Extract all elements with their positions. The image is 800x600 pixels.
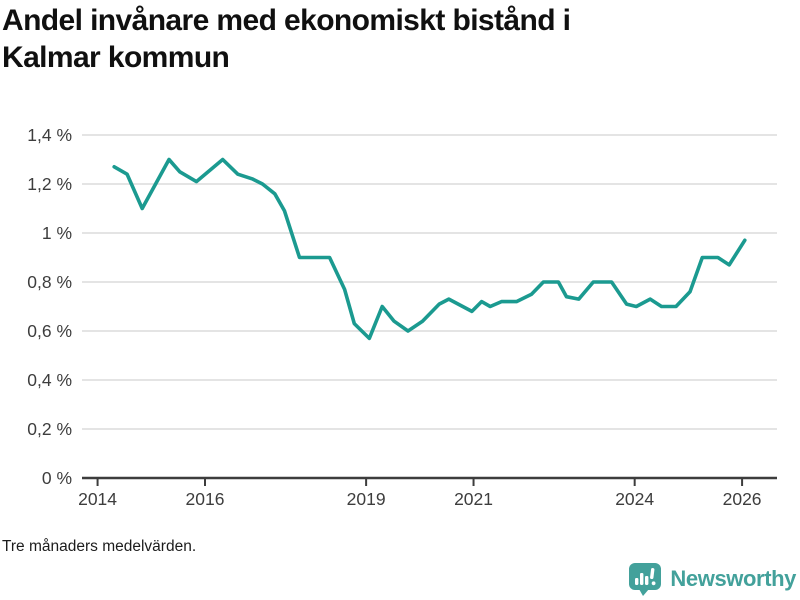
chart-title: Andel invånare med ekonomiskt bistånd i K… [2,2,782,76]
newsworthy-logo-text: Newsworthy [670,566,796,591]
y-tick-label: 0 % [42,468,72,488]
y-tick-label: 0,4 % [27,370,72,390]
y-tick-label: 0,8 % [27,272,72,292]
x-tick-label: 2014 [78,489,117,509]
data-line [112,157,747,341]
x-tick-label: 2021 [454,489,493,509]
newsworthy-bars-icon [629,563,662,596]
x-tick-label: 2016 [186,489,225,509]
x-tick-label: 2019 [347,489,386,509]
y-tick-label: 1 % [42,223,72,243]
x-tick-label: 2026 [723,489,762,509]
chart-footnote: Tre månaders medelvärden. [2,538,197,555]
x-tick-label: 2024 [615,489,654,509]
newsworthy-logo: Newsworthy [628,562,796,596]
chart-title-line2: Kalmar kommun [2,41,230,74]
y-tick-label: 1,2 % [27,174,72,194]
y-tick-label: 0,2 % [27,419,72,439]
y-tick-label: 1,4 % [27,125,72,145]
chart-title-line1: Andel invånare med ekonomiskt bistånd i [2,4,571,37]
y-tick-label: 0,6 % [27,321,72,341]
